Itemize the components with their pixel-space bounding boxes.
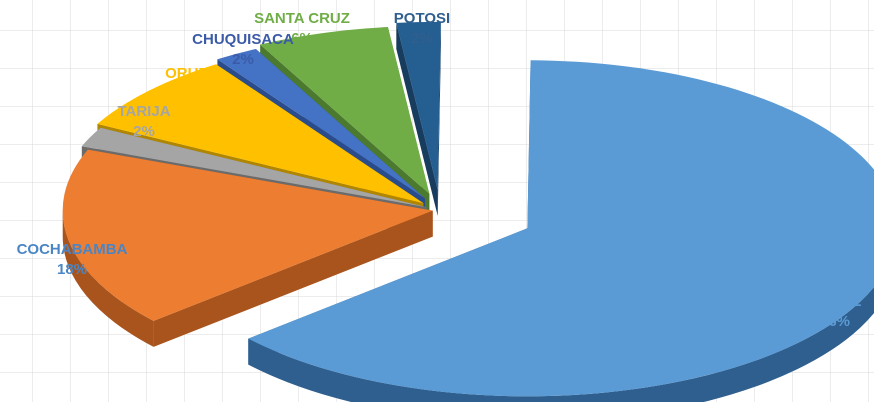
data-label-category: COCHABAMBA	[17, 241, 128, 258]
pie-slice-cochabamba	[62, 149, 433, 347]
pie-slice-potosi	[396, 21, 441, 216]
data-label-category: ORURO	[165, 65, 221, 82]
pie-slice-top	[217, 49, 425, 199]
pie-slice-top	[81, 127, 427, 208]
data-label-value: 6%	[291, 30, 313, 47]
data-label-la-paz: LA PAZ 66%	[809, 293, 862, 330]
data-label-santa-cruz: SANTA CRUZ 6%	[254, 10, 350, 47]
data-label-cochabamba: COCHABAMBA 18%	[17, 241, 128, 278]
data-label-chuquisaca: CHUQUISACA 2%	[192, 31, 294, 68]
pie-slice-la-paz	[248, 60, 874, 402]
pie-slices	[62, 21, 874, 402]
pie-slice-side	[248, 287, 874, 402]
pie-slice-top	[97, 64, 424, 204]
pie-slice-side	[62, 210, 154, 347]
pie-labels: LA PAZ 66% COCHABAMBA 18% TARIJA 2% ORURO 8% CHU…	[17, 10, 862, 330]
pie-slice-top	[260, 27, 430, 194]
data-label-value: 2%	[411, 30, 433, 47]
data-label-tarija: TARIJA 2%	[117, 103, 170, 140]
data-label-potosi: POTOSI 2%	[394, 10, 450, 47]
data-label-value: 8%	[182, 85, 204, 102]
pie-slice-wall	[437, 21, 441, 216]
pie-slice-wall	[153, 210, 433, 347]
pie-slice-top	[248, 60, 874, 397]
data-label-oruro: ORURO 8%	[165, 65, 221, 102]
data-label-category: SANTA CRUZ	[254, 10, 350, 27]
data-label-category: LA PAZ	[809, 293, 862, 310]
pie-slice-top	[62, 149, 433, 321]
data-label-category: TARIJA	[117, 103, 170, 120]
data-label-value: 18%	[57, 261, 87, 278]
data-label-value: 2%	[232, 51, 254, 68]
data-label-value: 66%	[820, 313, 850, 330]
data-label-category: POTOSI	[394, 10, 450, 27]
data-label-category: CHUQUISACA	[192, 31, 294, 48]
pie-slice-top	[396, 21, 441, 190]
data-label-value: 2%	[133, 123, 155, 140]
pie-slice-wall	[396, 22, 438, 216]
